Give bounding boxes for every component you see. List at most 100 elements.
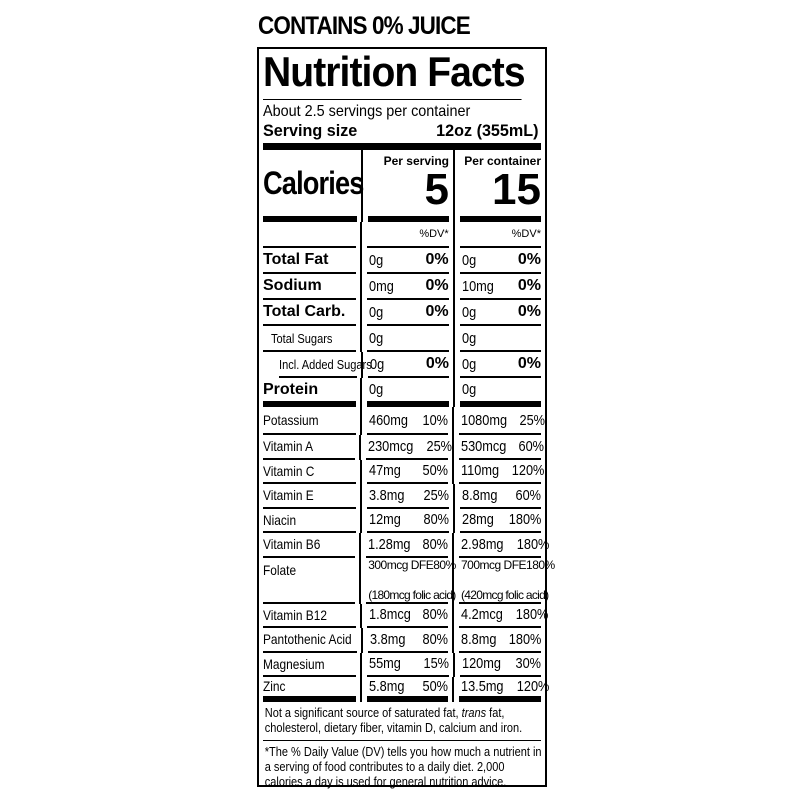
label-text: 50% <box>422 677 449 695</box>
label-text: 25% <box>423 486 449 504</box>
label-text: Magnesium <box>263 655 325 672</box>
footnote-daily-value: *The % Daily Value (DV) tells you how mu… <box>264 745 542 789</box>
label-title: Nutrition Facts <box>263 49 526 100</box>
label-text: 80% <box>422 630 449 648</box>
nutrient-row: Total Carb. 0g 0% 0g 0% <box>263 300 541 326</box>
label-text: 110mg <box>461 462 500 480</box>
label-text: 4.2mcg <box>461 606 503 624</box>
label-text: Serving size <box>263 121 358 140</box>
label-text: 0g <box>461 329 476 347</box>
label-text: 180% <box>516 535 550 553</box>
label-text: 0g <box>461 381 476 398</box>
label-text: 230mcg <box>368 437 414 455</box>
label-text: 60% <box>518 437 545 455</box>
label-text: 300mcg DFE <box>368 557 434 572</box>
label-text: 0g <box>461 355 477 373</box>
label-text: 8.8mg <box>461 486 498 504</box>
label-text: %DV* <box>459 222 541 248</box>
label-text: 120% <box>511 462 545 480</box>
label-text: 3.8mg <box>369 486 405 504</box>
label-text: 5 <box>424 165 449 214</box>
label-text: Vitamin B12 <box>263 606 327 623</box>
label-text: 25% <box>519 411 546 429</box>
label-text: (180mcg folic acid) <box>368 587 456 602</box>
label-text: 0mg <box>369 277 395 295</box>
label-text: Not a significant source of saturated fa… <box>264 705 462 720</box>
label-text: 1080mg <box>461 411 508 429</box>
label-text: 15 <box>492 165 541 214</box>
label-text: 0% <box>425 277 449 294</box>
label-text: Per serving <box>383 154 449 168</box>
label-text: Total Fat <box>263 251 329 268</box>
label-text: 460mg <box>368 411 408 429</box>
nutrient-row: Magnesium 55mg 15% 120mg 30% <box>263 652 541 677</box>
label-text: 0% <box>425 355 449 372</box>
label-text: 10% <box>422 411 449 429</box>
nutrient-row: Pantothenic Acid 3.8mg 80% 8.8mg 180% <box>263 628 541 653</box>
label-text: 12mg <box>369 511 402 529</box>
label-text: 0% <box>517 355 541 372</box>
label-text: 55mg <box>369 655 402 673</box>
label-text: Zinc <box>263 678 286 695</box>
label-text: Vitamin C <box>263 462 315 479</box>
label-text: 0g <box>461 251 476 269</box>
label-text: 0% <box>517 303 541 320</box>
label-text: 80% <box>433 557 456 572</box>
label-text: 5.8mg <box>368 677 405 695</box>
calories-row: Calories Per serving 5 Per container 15 <box>263 150 541 222</box>
label-text: 0g <box>369 251 384 269</box>
label-text: 180% <box>515 606 549 624</box>
label-text: 25% <box>426 437 452 455</box>
divider <box>263 739 541 741</box>
label-text: Sodium <box>263 277 322 294</box>
label-text: 3.8mg <box>369 630 406 648</box>
nutrient-row: Vitamin B12 1.8mcg 80% 4.2mcg 180% <box>263 603 549 628</box>
label-text: 530mcg <box>461 437 507 455</box>
label-text: 10mg <box>461 277 494 295</box>
label-text: 8.8mg <box>461 630 497 648</box>
label-text: fat, cholesterol, dietary fiber, vitamin… <box>264 705 523 735</box>
footnote-nutrients: Not a significant source of saturated fa… <box>263 702 545 740</box>
label-text: 47mg <box>368 462 401 480</box>
divider-bar <box>263 143 541 150</box>
label-text: 0g <box>369 355 385 373</box>
label-text: 1.8mcg <box>368 606 411 624</box>
label-text: 80% <box>423 511 449 529</box>
nutrient-row: Folate 300mcg DFE 80% (180mcg folic acid) … <box>263 557 555 604</box>
label-text: Calories <box>263 164 364 201</box>
label-text: %DV* <box>367 222 449 248</box>
label-text: Total Sugars <box>271 330 333 346</box>
nutrient-row: Vitamin E 3.8mg 25% 8.8mg 60% <box>263 484 541 509</box>
label-text: 180% <box>508 630 542 648</box>
nutrient-row: Vitamin B6 1.28mg 80% 2.98mg 180% <box>263 533 549 558</box>
nutrition-facts-label: Nutrition Facts About 2.5 servings per c… <box>257 47 555 789</box>
label-text: Vitamin E <box>263 487 314 504</box>
nutrient-row: Vitamin C 47mg 50% 110mg 120% <box>263 459 544 484</box>
nutrient-row: Total Fat 0g 0% 0g 0% <box>263 248 541 274</box>
dv-header-row: %DV* %DV* <box>263 222 541 248</box>
label-text: Vitamin B6 <box>263 536 321 553</box>
nutrient-row: Incl. Added Sugars 0g 0% 0g 0% <box>263 352 541 378</box>
label-text: 180% <box>526 557 555 572</box>
label-text: Vitamin A <box>263 438 314 455</box>
label-text: 13.5mg <box>461 677 504 695</box>
nutrient-row: Vitamin A 230mcg 25% 530mcg 60% <box>263 435 544 460</box>
nutrient-row: Zinc 5.8mg 50% 13.5mg 120% <box>263 677 549 702</box>
label-text: 0g <box>369 303 384 321</box>
label-text: Per container <box>464 154 541 168</box>
juice-content-header: CONTAINS 0% JUICE <box>258 12 471 40</box>
label-text: 2.98mg <box>461 535 504 553</box>
label-text: 0g <box>461 303 476 321</box>
label-text: Potassium <box>263 412 319 428</box>
label-text: 0% <box>425 251 449 268</box>
label-text: 0% <box>517 277 541 294</box>
label-text: Incl. Added Sugars <box>279 356 372 372</box>
label-text: Protein <box>263 380 319 398</box>
label-text: 1.28mg <box>368 535 411 553</box>
label-text: Folate <box>263 561 297 578</box>
label-text: 12oz (355mL) <box>436 121 539 140</box>
label-text: Pantothenic Acid <box>263 631 352 648</box>
label-text: (420mcg folic acid) <box>461 587 549 602</box>
label-text: 0% <box>425 303 449 320</box>
label-text: trans <box>461 705 487 720</box>
